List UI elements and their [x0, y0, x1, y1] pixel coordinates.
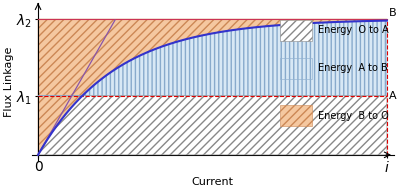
- Polygon shape: [38, 19, 386, 155]
- Bar: [279, 20, 312, 41]
- Polygon shape: [38, 21, 386, 96]
- Text: Energy  A to B: Energy A to B: [317, 63, 387, 73]
- Polygon shape: [38, 96, 386, 155]
- Text: A: A: [388, 91, 395, 101]
- Bar: [279, 105, 312, 126]
- X-axis label: Current: Current: [191, 177, 233, 187]
- Text: B: B: [388, 8, 395, 18]
- Y-axis label: Flux Linkage: Flux Linkage: [4, 47, 14, 117]
- Text: Energy  B to O: Energy B to O: [317, 111, 388, 121]
- Text: Energy  O to A: Energy O to A: [317, 25, 387, 35]
- Bar: [279, 58, 312, 79]
